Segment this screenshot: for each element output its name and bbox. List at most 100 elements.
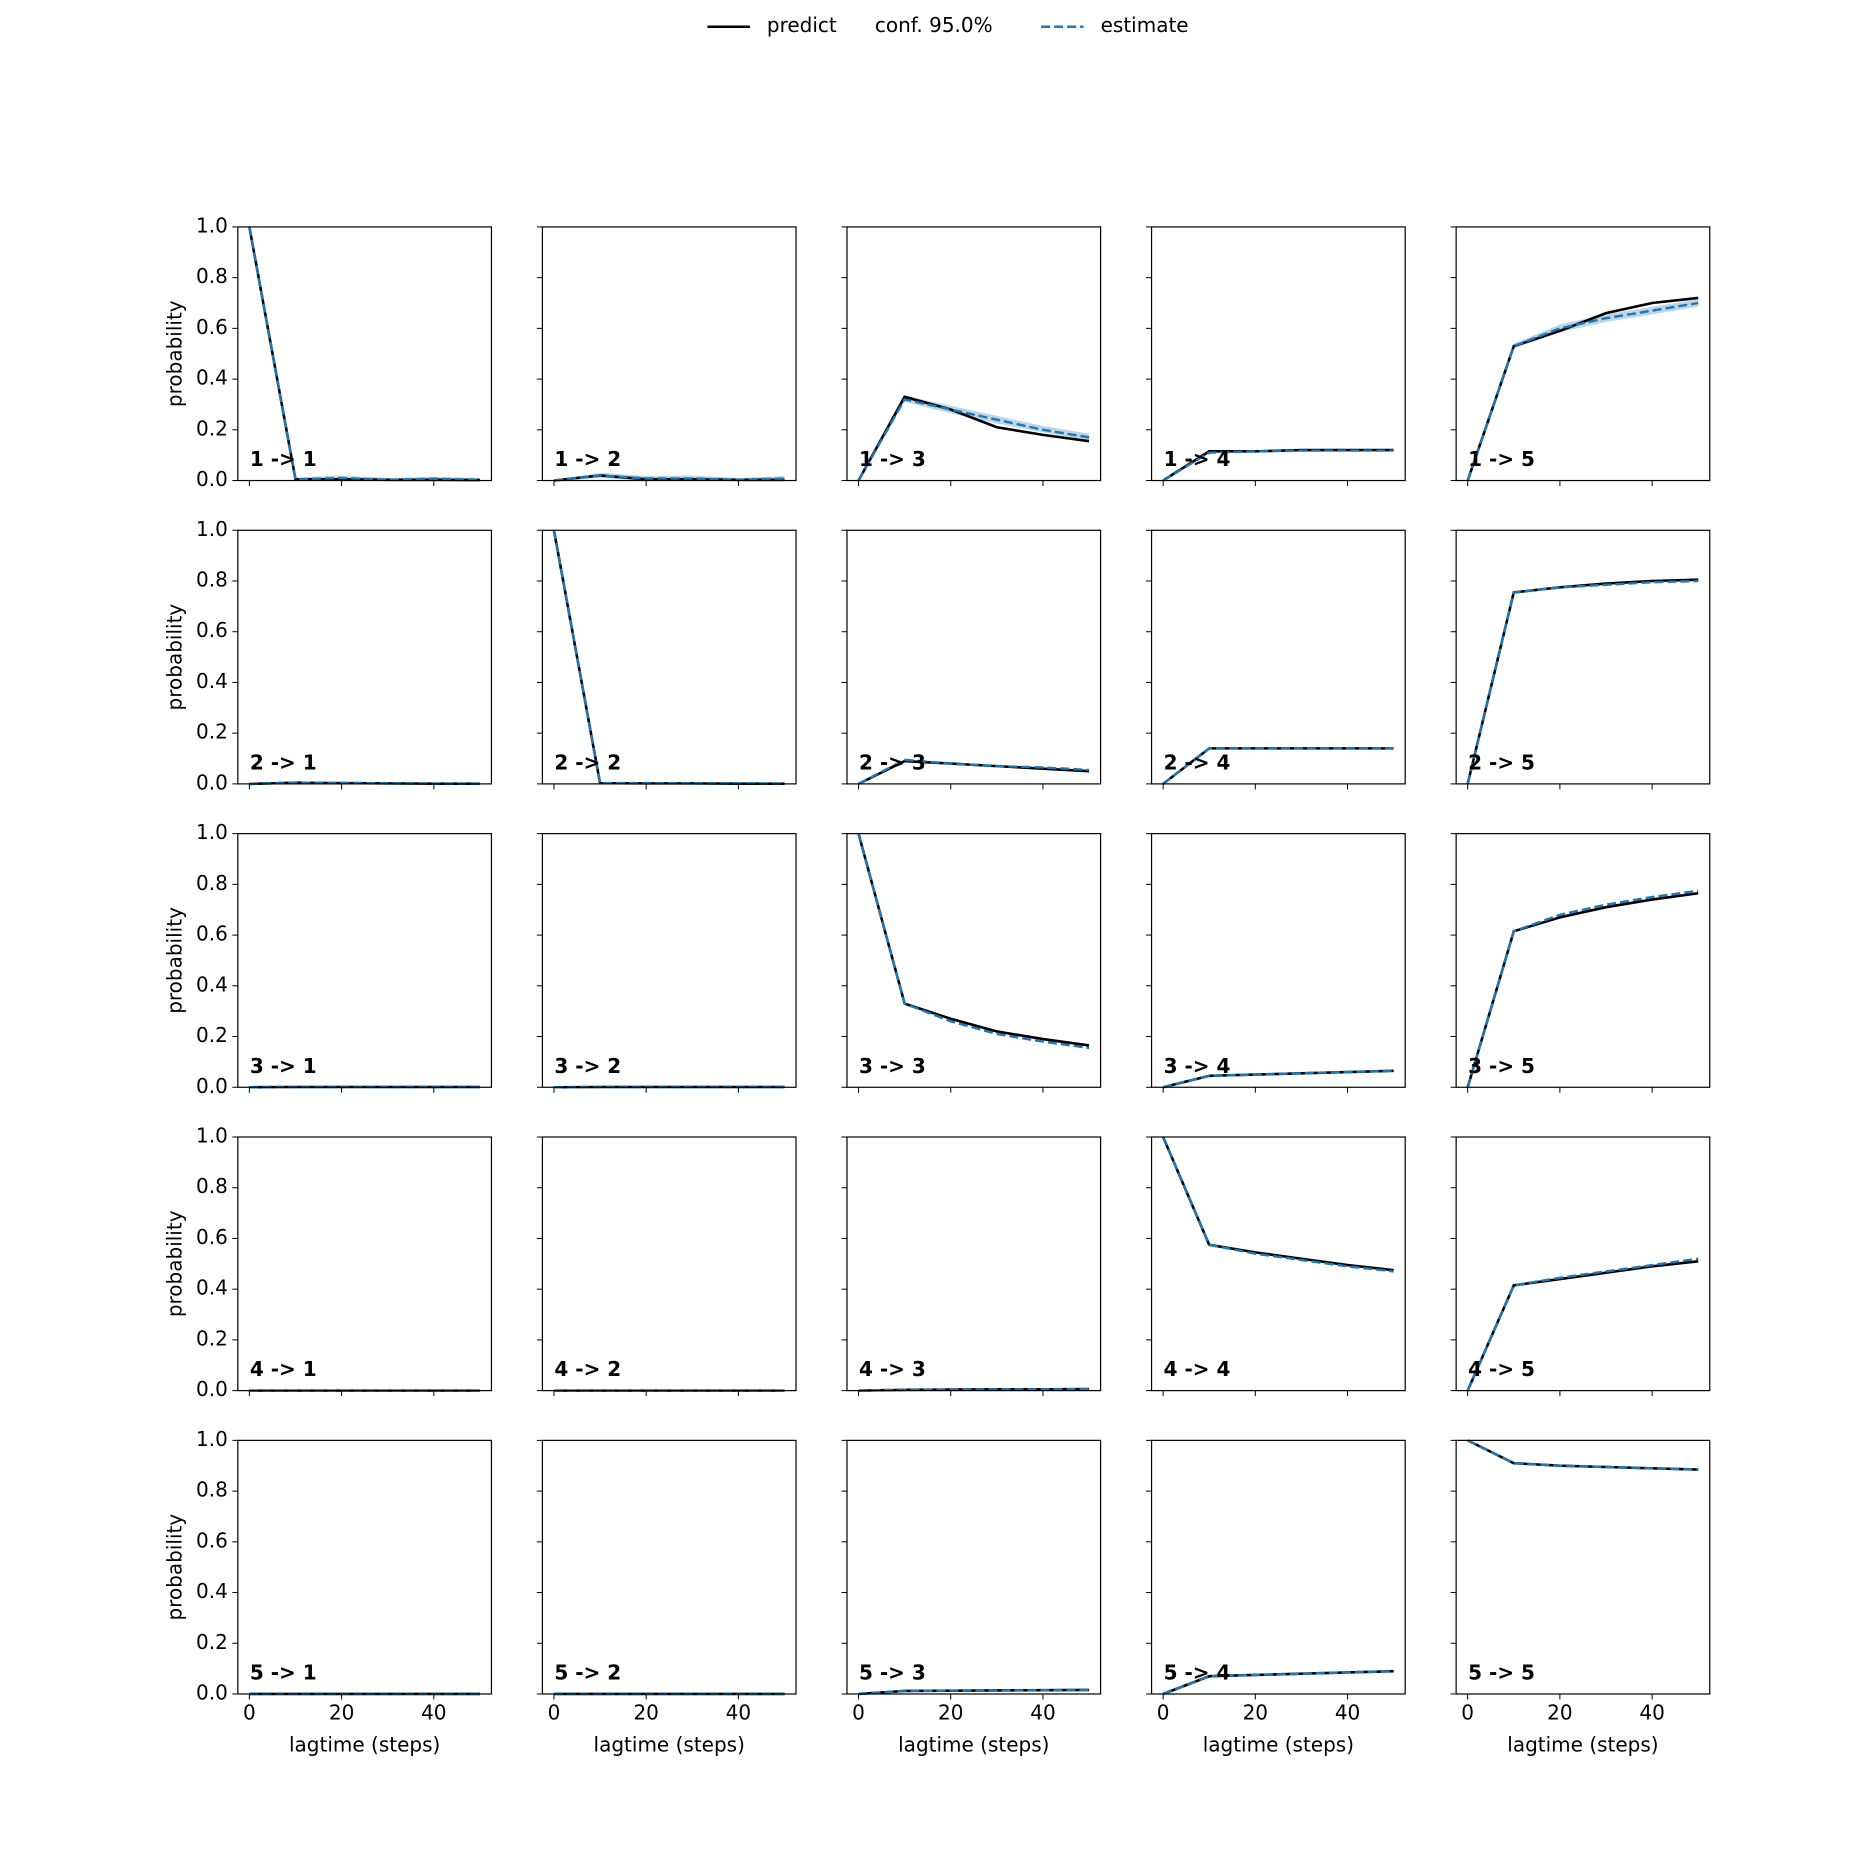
- panel: 2 -> 5: [1450, 529, 1711, 790]
- estimate-line: [1466, 889, 1699, 1088]
- y-tick-label: 1.0: [196, 820, 228, 844]
- y-tick-label: 1.0: [196, 1124, 228, 1148]
- estimate-line: [1466, 579, 1699, 785]
- y-tick-label: 0.8: [196, 1478, 228, 1502]
- panel-title: 4 -> 5: [1468, 1357, 1535, 1381]
- estimate-line: [857, 758, 1090, 785]
- panel: 2 -> 4: [1146, 529, 1406, 790]
- axes-frame: [237, 226, 493, 482]
- y-axis-label: probability: [162, 300, 186, 407]
- y-tick-label: 0.6: [196, 1528, 228, 1552]
- axes-frame: [1150, 833, 1406, 1088]
- panel-title: 2 -> 5: [1468, 750, 1535, 774]
- panel-title: 1 -> 4: [1164, 447, 1231, 471]
- x-tick-label: 40: [1030, 1700, 1055, 1724]
- panel: 2 -> 2: [536, 529, 797, 790]
- panel-title: 4 -> 4: [1164, 1357, 1231, 1381]
- y-tick-label: 0.2: [196, 416, 228, 440]
- axes-frame: [846, 1439, 1102, 1695]
- y-tick-label: 0.8: [196, 1174, 228, 1198]
- axes-frame: [237, 1136, 493, 1392]
- y-axis-label: probability: [162, 604, 186, 711]
- x-tick-label: 0: [548, 1700, 561, 1724]
- predict-line: [1467, 1439, 1699, 1471]
- panel: 1 -> 5: [1450, 226, 1711, 487]
- axes-frame: [1455, 1136, 1711, 1392]
- y-axis-label: probability: [162, 1210, 186, 1317]
- panel-title: 5 -> 3: [859, 1660, 926, 1684]
- axes-frame: [1150, 226, 1406, 482]
- panel-title: 2 -> 1: [250, 750, 317, 774]
- panel-title: 1 -> 2: [554, 447, 621, 471]
- panel: 1 -> 4: [1146, 226, 1406, 487]
- panel: 0 20 40 lagtime (steps) 5 -> 4: [1146, 1439, 1406, 1756]
- axes-frame: [237, 833, 493, 1088]
- axes-frame: [846, 226, 1102, 482]
- legend-label: conf. 95.0%: [875, 13, 993, 37]
- panel-title: 3 -> 5: [1468, 1054, 1535, 1078]
- estimate-line: [1161, 1136, 1394, 1273]
- panel: 1 -> 3: [841, 226, 1102, 487]
- x-tick-label: 40: [1639, 1700, 1664, 1724]
- estimate-line: [1162, 1069, 1394, 1089]
- axes-frame: [846, 833, 1102, 1088]
- panel: 0 20 40 lagtime (steps) 5 -> 2: [536, 1439, 797, 1756]
- panel: 3 -> 2: [536, 833, 797, 1093]
- y-tick-label: 0.4: [196, 1579, 228, 1603]
- panel-title: 1 -> 5: [1468, 447, 1535, 471]
- panel: 2 -> 3: [841, 529, 1102, 790]
- panel: 3 -> 4: [1146, 833, 1406, 1093]
- conf-band: [249, 226, 480, 481]
- axes-frame: [1455, 1439, 1711, 1695]
- estimate-line: [1162, 449, 1394, 482]
- panel-title: 4 -> 3: [859, 1357, 926, 1381]
- x-axis-label: lagtime (steps): [1507, 1732, 1658, 1756]
- x-axis-label: lagtime (steps): [289, 1732, 440, 1756]
- axes-frame: [846, 1136, 1102, 1392]
- panel: 3 -> 5: [1450, 833, 1711, 1093]
- panel: 0.0 0.2 0.4 0.6 0.8 1.0 probability 4 -> 1: [162, 1124, 493, 1401]
- x-tick-label: 20: [1243, 1700, 1268, 1724]
- estimate-line: [1162, 1669, 1394, 1696]
- panel-title: 2 -> 2: [554, 750, 621, 774]
- estimate-line: [1466, 301, 1699, 481]
- axes-frame: [541, 1136, 797, 1392]
- y-tick-label: 0.2: [196, 1630, 228, 1654]
- axes-frame: [237, 1439, 493, 1695]
- panel: 0 20 40 0.0 0.2 0.4 0.6 0.8 1.0 probability lagtim…: [162, 1427, 493, 1756]
- panel: 1 -> 2: [536, 226, 797, 487]
- x-tick-label: 40: [1335, 1700, 1360, 1724]
- axes-frame: [237, 529, 493, 785]
- y-tick-label: 0.8: [196, 568, 228, 592]
- y-tick-label: 0.4: [196, 972, 228, 996]
- axes-frame: [1455, 529, 1711, 785]
- panel-title: 1 -> 3: [859, 447, 926, 471]
- axes-frame: [1150, 529, 1406, 785]
- x-axis-label: lagtime (steps): [594, 1732, 745, 1756]
- estimate-line: [248, 226, 480, 481]
- panel-title: 2 -> 3: [859, 750, 926, 774]
- estimate-line: [857, 833, 1090, 1050]
- panel: 4 -> 5: [1450, 1136, 1711, 1397]
- legend-label: predict: [767, 13, 837, 37]
- y-tick-label: 0.6: [196, 1225, 228, 1249]
- panel-title: 3 -> 4: [1164, 1054, 1231, 1078]
- x-axis-label: lagtime (steps): [1203, 1732, 1354, 1756]
- x-tick-label: 20: [1547, 1700, 1572, 1724]
- axes-frame: [541, 226, 797, 482]
- y-tick-label: 0.2: [196, 1326, 228, 1350]
- panel: 4 -> 4: [1146, 1136, 1406, 1397]
- panel-title: 3 -> 3: [859, 1054, 926, 1078]
- axes-frame: [1455, 833, 1711, 1088]
- predict-line: [858, 1387, 1090, 1392]
- x-tick-label: 0: [1461, 1700, 1474, 1724]
- y-tick-label: 0.8: [196, 871, 228, 895]
- conf-band: [858, 395, 1090, 481]
- y-tick-label: 0.6: [196, 618, 228, 642]
- predict-line: [857, 833, 1090, 1047]
- x-tick-label: 40: [726, 1700, 751, 1724]
- axes-frame: [1150, 1439, 1406, 1695]
- x-tick-label: 20: [633, 1700, 658, 1724]
- axes-frame: [1150, 1136, 1406, 1392]
